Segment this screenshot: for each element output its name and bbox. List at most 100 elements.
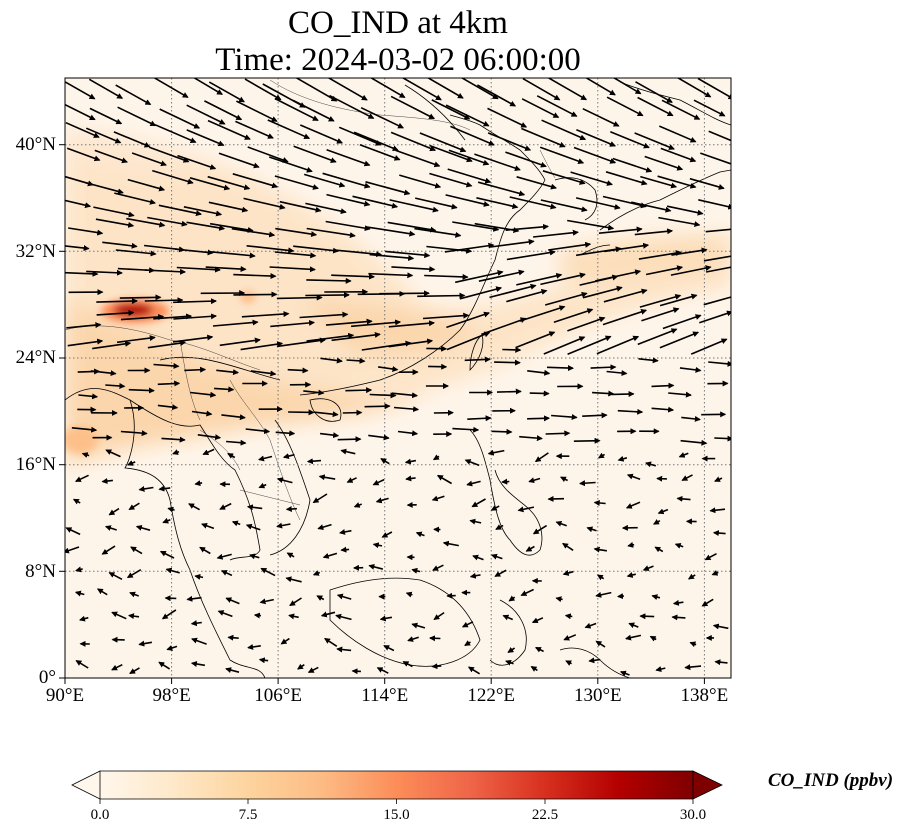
wind-arrow bbox=[314, 411, 339, 418]
wind-arrow bbox=[369, 253, 415, 261]
wind-arrow bbox=[531, 617, 544, 624]
wind-arrow bbox=[678, 452, 689, 458]
wind-arrow bbox=[65, 527, 81, 536]
wind-arrow bbox=[353, 502, 362, 508]
wind-arrow bbox=[235, 120, 274, 139]
wind-arrow bbox=[541, 119, 587, 141]
wind-arrow bbox=[120, 313, 165, 321]
wind-arrow bbox=[258, 657, 269, 664]
wind-arrow bbox=[516, 176, 557, 190]
wind-arrow bbox=[522, 78, 561, 101]
wind-arrow bbox=[659, 293, 698, 307]
wind-arrow bbox=[617, 593, 625, 600]
wind-arrow bbox=[247, 146, 289, 163]
wind-arrow bbox=[606, 96, 644, 117]
wind-arrow bbox=[154, 123, 197, 143]
map-title-line2: Time: 2024-03-02 06:00:00 bbox=[215, 42, 581, 78]
wind-arrow bbox=[637, 328, 678, 346]
wind-arrow bbox=[201, 522, 215, 530]
wind-arrow bbox=[546, 365, 574, 372]
wind-arrow bbox=[660, 147, 697, 163]
wind-arrow bbox=[246, 504, 263, 511]
wind-arrow bbox=[714, 476, 723, 482]
wind-arrow bbox=[381, 531, 393, 538]
wind-arrow bbox=[628, 622, 639, 629]
wind-arrow bbox=[579, 480, 596, 487]
wind-arrow bbox=[543, 336, 586, 355]
wind-arrow bbox=[464, 640, 471, 647]
wind-arrow bbox=[93, 206, 135, 218]
wind-arrow bbox=[494, 359, 521, 366]
wind-arrow bbox=[105, 449, 121, 458]
wind-arrow bbox=[376, 667, 389, 674]
wind-arrow bbox=[626, 473, 641, 480]
wind-arrow bbox=[596, 574, 605, 581]
wind-arrow bbox=[183, 206, 223, 217]
wind-arrow bbox=[603, 288, 648, 303]
wind-arrow bbox=[208, 81, 245, 103]
lon-tick-label: 98°E bbox=[152, 685, 191, 706]
wind-arrow bbox=[637, 96, 674, 117]
wind-arrow bbox=[307, 666, 319, 674]
wind-arrow bbox=[331, 273, 375, 280]
wind-arrow bbox=[322, 172, 371, 189]
wind-arrow bbox=[327, 78, 368, 101]
co-concentration-field bbox=[65, 78, 731, 678]
wind-arrow bbox=[167, 506, 175, 513]
wind-arrow bbox=[651, 406, 675, 413]
wind-arrow bbox=[477, 181, 526, 197]
wind-arrow bbox=[85, 181, 124, 195]
wind-arrow bbox=[326, 193, 371, 207]
wind-arrow bbox=[658, 125, 697, 143]
wind-arrow bbox=[219, 502, 232, 510]
wind-arrow bbox=[687, 573, 696, 580]
wind-arrow bbox=[487, 449, 505, 456]
wind-arrow bbox=[108, 571, 123, 581]
wind-arrow bbox=[389, 199, 439, 213]
wind-arrow bbox=[714, 435, 731, 442]
wind-arrow bbox=[431, 495, 445, 502]
wind-arrow bbox=[651, 594, 661, 600]
wind-arrow bbox=[444, 242, 495, 253]
wind-arrow bbox=[268, 156, 313, 173]
wind-arrow bbox=[567, 219, 615, 231]
wind-arrow bbox=[402, 78, 442, 101]
wind-arrow bbox=[617, 455, 628, 462]
wind-arrow bbox=[186, 129, 225, 147]
wind-arrow bbox=[115, 249, 157, 257]
wind-arrow bbox=[521, 127, 566, 148]
wind-arrow bbox=[383, 644, 395, 652]
wind-arrow bbox=[126, 569, 142, 579]
wind-arrow bbox=[270, 319, 315, 328]
wind-arrow bbox=[66, 147, 101, 162]
wind-arrow bbox=[638, 357, 659, 364]
wind-arrow bbox=[274, 251, 317, 259]
wind-arrow bbox=[627, 541, 635, 548]
wind-arrow bbox=[303, 173, 346, 188]
wind-arrow bbox=[638, 250, 682, 260]
wind-arrow bbox=[111, 663, 123, 671]
wind-arrow bbox=[431, 99, 471, 120]
wind-arrow bbox=[338, 126, 382, 146]
wind-arrow bbox=[415, 197, 458, 210]
wind-arrow bbox=[391, 392, 418, 399]
wind-arrow bbox=[194, 573, 204, 580]
wind-arrow bbox=[65, 121, 100, 138]
wind-arrow bbox=[306, 227, 356, 239]
wind-arrow bbox=[411, 622, 426, 629]
colorbar-tick-label: 0.0 bbox=[90, 807, 110, 823]
lon-tick-label: 90°E bbox=[45, 685, 85, 706]
wind-arrow bbox=[705, 266, 731, 273]
wind-arrow bbox=[445, 104, 490, 127]
wind-arrow bbox=[305, 291, 350, 298]
wind-arrow bbox=[131, 152, 167, 167]
wind-arrow bbox=[360, 106, 405, 129]
wind-arrow bbox=[540, 272, 586, 286]
wind-arrow bbox=[157, 380, 181, 387]
wind-arrow bbox=[159, 108, 201, 129]
wind-arrow bbox=[426, 78, 464, 99]
wind-arrow bbox=[246, 245, 295, 254]
wind-arrow bbox=[280, 637, 290, 645]
wind-arrow bbox=[471, 498, 486, 508]
wind-arrow bbox=[104, 525, 117, 531]
